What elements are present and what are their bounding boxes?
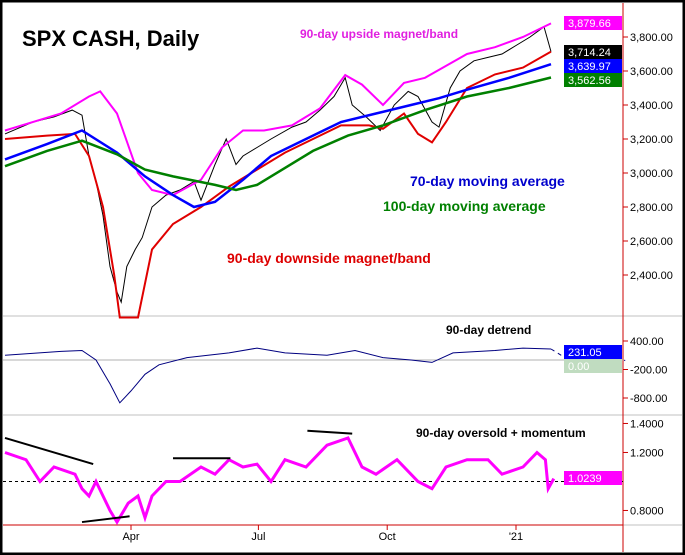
last-value-label: 3,639.97 — [568, 61, 611, 73]
annotation: 90-day upside magnet/band — [300, 27, 458, 41]
last-value-badge — [564, 45, 622, 59]
x-tick-label: Oct — [379, 531, 396, 543]
y-tick-label: 3,400.00 — [630, 100, 673, 112]
y-tick-label: 400.00 — [630, 336, 664, 348]
oscillator-trendline — [81, 515, 130, 524]
series-90-day-upside-magnet-band — [4, 22, 552, 197]
series-spx-price — [4, 25, 552, 305]
panel-title-detrend: 90-day detrend — [446, 323, 531, 337]
last-value-badge — [564, 345, 622, 359]
oscillator-trendline — [4, 437, 94, 466]
last-value-badge — [564, 359, 622, 373]
x-tick-label: '21 — [509, 531, 523, 543]
y-tick-label: 3,200.00 — [630, 134, 673, 146]
last-value-badge — [564, 16, 622, 30]
y-tick-label: 2,400.00 — [630, 270, 673, 282]
series-oscillator — [4, 436, 556, 526]
y-tick-label: -800.00 — [630, 393, 667, 405]
last-value-label: 3,879.66 — [568, 18, 611, 30]
chart-title: SPX CASH, Daily — [22, 26, 200, 51]
y-tick-label: -200.00 — [630, 365, 667, 377]
annotation: 90-day downside magnet/band — [227, 250, 431, 266]
y-tick-label: 1.4000 — [630, 418, 664, 430]
series-70-day-moving-average — [4, 63, 552, 209]
last-value-label: 3,714.24 — [568, 47, 611, 59]
y-tick-label: 2,600.00 — [630, 236, 673, 248]
oscillator-trendline — [307, 429, 353, 435]
last-value-badge — [564, 471, 622, 485]
y-tick-label: 2,800.00 — [630, 202, 673, 214]
y-tick-label: 1.2000 — [630, 447, 664, 459]
series-90-day-downside-magnet-band — [4, 50, 552, 319]
last-value-label: 0.00 — [568, 361, 589, 373]
y-tick-label: 3,600.00 — [630, 66, 673, 78]
annotation: 100-day moving average — [383, 198, 546, 214]
annotation: 70-day moving average — [410, 173, 565, 189]
x-tick-label: Apr — [122, 531, 139, 543]
x-tick-label: Jul — [251, 531, 265, 543]
y-tick-label: 3,000.00 — [630, 168, 673, 180]
series-detrend — [4, 347, 552, 404]
last-value-label: 3,562.56 — [568, 75, 611, 87]
last-value-label: 231.05 — [568, 347, 602, 359]
series-100-day-moving-average — [4, 76, 552, 192]
y-tick-label: 0.8000 — [630, 505, 664, 517]
last-value-label: 1.0239 — [568, 473, 602, 485]
panel-title-oscillator: 90-day oversold + momentum — [416, 426, 586, 440]
last-value-badge — [564, 59, 622, 73]
last-value-badge — [564, 73, 622, 87]
y-tick-label: 3,800.00 — [630, 32, 673, 44]
